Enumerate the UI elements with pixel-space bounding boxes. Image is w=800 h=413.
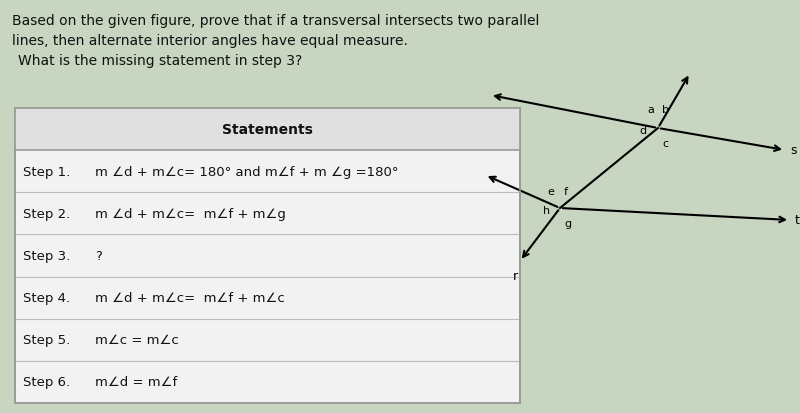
Text: Step 1.: Step 1.: [23, 165, 70, 178]
Text: What is the missing statement in step 3?: What is the missing statement in step 3?: [18, 54, 302, 68]
Text: m ∠d + m∠c=  m∠f + m∠g: m ∠d + m∠c= m∠f + m∠g: [95, 207, 286, 220]
Text: c: c: [662, 139, 668, 149]
Text: m∠c = m∠c: m∠c = m∠c: [95, 333, 178, 347]
Text: a: a: [647, 105, 654, 115]
Text: g: g: [564, 218, 571, 228]
Text: m∠d = m∠f: m∠d = m∠f: [95, 375, 178, 389]
Text: Based on the given figure, prove that if a transversal intersects two parallel
l: Based on the given figure, prove that if…: [12, 14, 539, 47]
Bar: [15, 109, 520, 151]
Text: e: e: [547, 187, 554, 197]
Text: r: r: [513, 269, 518, 282]
Bar: [15, 109, 520, 403]
Text: Statements: Statements: [222, 123, 313, 137]
Text: Step 4.: Step 4.: [23, 292, 70, 304]
Text: t: t: [795, 214, 800, 227]
Text: f: f: [564, 187, 568, 197]
Text: b: b: [662, 105, 669, 115]
Text: m ∠d + m∠c=  m∠f + m∠c: m ∠d + m∠c= m∠f + m∠c: [95, 292, 285, 304]
Text: s: s: [790, 144, 797, 157]
Text: Step 2.: Step 2.: [23, 207, 70, 220]
Text: m ∠d + m∠c= 180° and m∠f + m ∠g =180°: m ∠d + m∠c= 180° and m∠f + m ∠g =180°: [95, 165, 398, 178]
Text: Step 6.: Step 6.: [23, 375, 70, 389]
Text: d: d: [639, 126, 646, 136]
Text: h: h: [543, 206, 550, 216]
Text: Step 3.: Step 3.: [23, 249, 70, 262]
Bar: [15, 109, 520, 403]
Text: ?: ?: [95, 249, 102, 262]
Text: Step 5.: Step 5.: [23, 333, 70, 347]
